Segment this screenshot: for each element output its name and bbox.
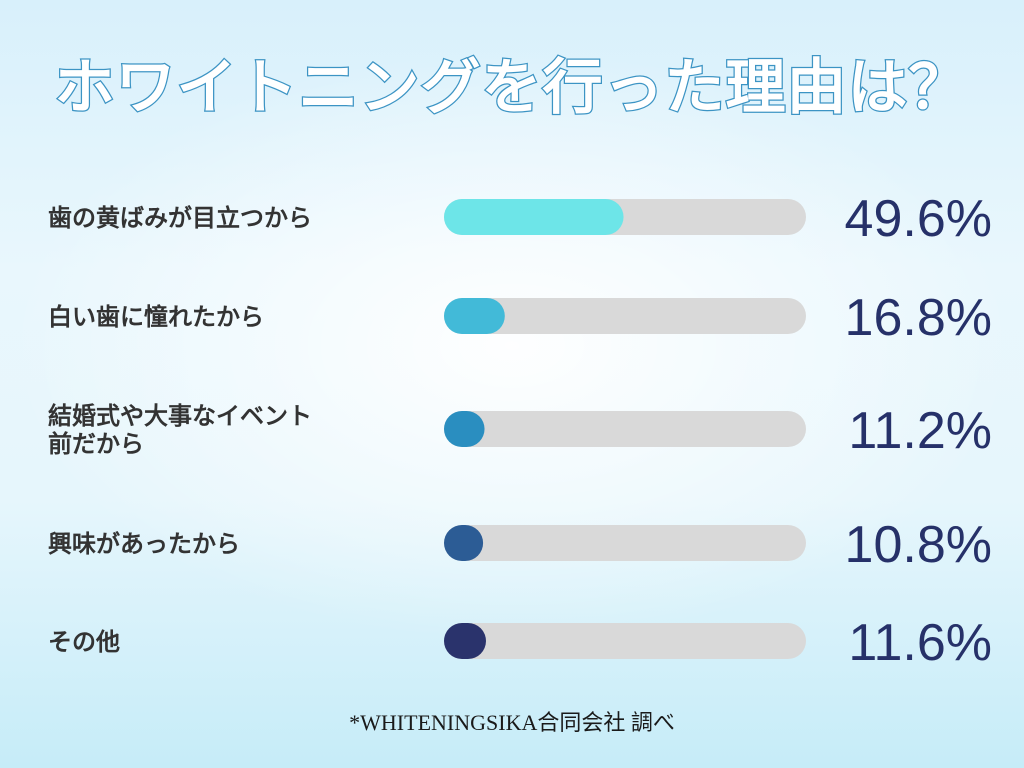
- bar-fill: [444, 199, 624, 235]
- bar-row: 白い歯に憧れたから 16.8%: [48, 289, 992, 347]
- category-label: その他: [48, 628, 120, 656]
- bar-row: 興味があったから 10.8%: [48, 516, 992, 574]
- bar-track: [444, 525, 806, 561]
- bar-fill: [444, 525, 484, 561]
- bar-track: [444, 298, 806, 334]
- page-title: ホワイトニングを行った理由は？: [53, 52, 970, 125]
- bar-row: 歯の黄ばみが目立つから 49.6%: [48, 190, 992, 248]
- value-label: 16.8%: [845, 289, 992, 347]
- value-label: 49.6%: [845, 190, 992, 248]
- value-label: 10.8%: [845, 516, 992, 574]
- value-label: 11.2%: [848, 402, 992, 460]
- category-label: 歯の黄ばみが目立つから: [48, 204, 312, 232]
- bar-fill: [444, 411, 485, 447]
- bar-row: その他 11.6%: [48, 614, 992, 672]
- bar-track: [444, 623, 806, 659]
- value-label: 11.6%: [848, 614, 992, 672]
- bar-fill: [444, 298, 505, 334]
- bar-fill: [444, 623, 486, 659]
- source-note: *WHITENINGSIKA合同会社 調べ: [349, 710, 675, 735]
- category-label: 白い歯に憧れたから: [48, 303, 264, 331]
- category-label: 結婚式や大事なイベント: [48, 402, 312, 430]
- bar-track: [444, 411, 806, 447]
- category-label: 前だから: [48, 430, 144, 458]
- category-label: 興味があったから: [48, 530, 240, 558]
